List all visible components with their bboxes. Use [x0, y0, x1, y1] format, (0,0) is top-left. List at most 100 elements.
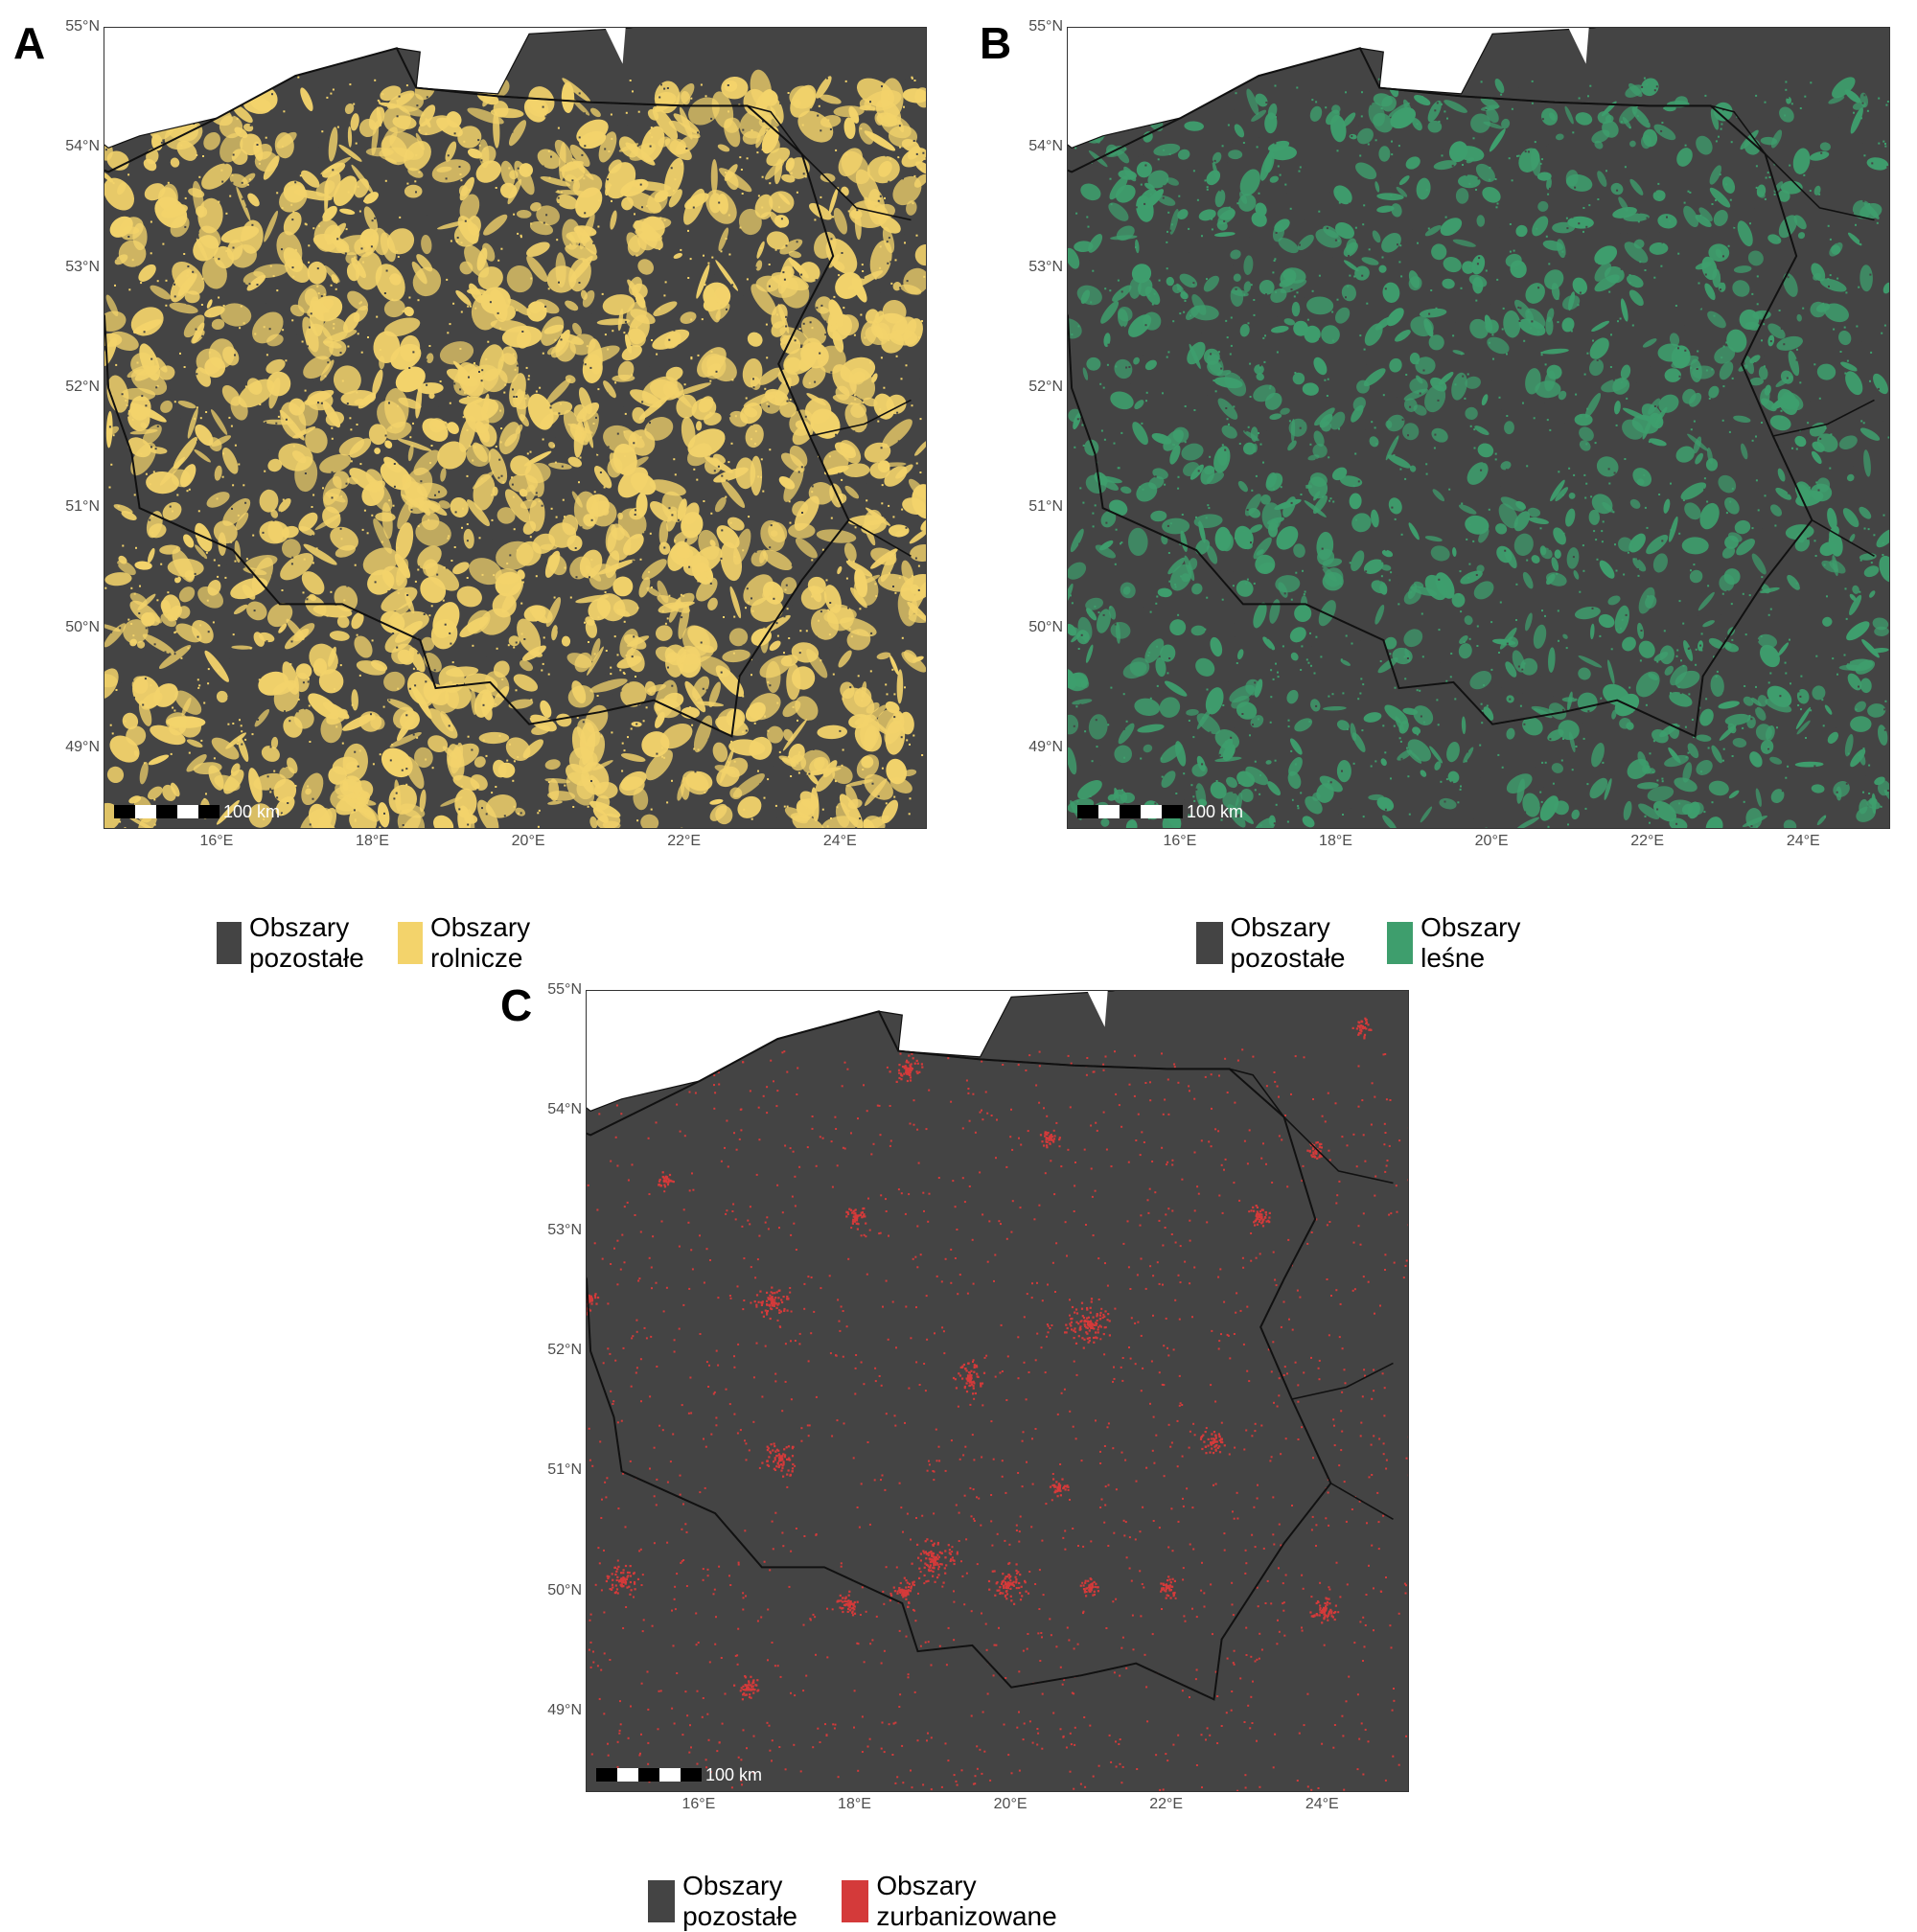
land-cover-pixel: [879, 408, 881, 410]
land-cover-pixel: [1853, 768, 1855, 770]
land-cover-pixel: [787, 806, 789, 808]
land-cover-pixel: [189, 752, 191, 754]
map-b[interactable]: 100 km: [1067, 27, 1890, 829]
land-cover-pixel: [304, 559, 306, 561]
land-cover-pixel: [162, 243, 164, 245]
land-cover-pixel: [922, 152, 924, 154]
land-cover-pixel: [187, 265, 189, 267]
land-cover-pixel: [512, 388, 514, 390]
land-cover-pixel: [426, 133, 427, 135]
land-cover-pixel: [709, 380, 711, 382]
land-cover-pixel: [131, 680, 133, 682]
land-cover-pixel: [200, 417, 202, 419]
land-cover-pixel: [550, 406, 552, 408]
land-cover-pixel: [1668, 489, 1670, 491]
land-cover-pixel: [1311, 99, 1313, 101]
land-cover-pixel: [1875, 788, 1877, 790]
land-cover-pixel: [1241, 713, 1243, 715]
land-cover-pixel: [468, 736, 470, 738]
land-cover-pixel: [565, 689, 566, 691]
land-cover-pixel: [886, 802, 888, 804]
land-cover-pixel: [698, 748, 700, 750]
land-cover-pixel: [888, 339, 889, 341]
scale-bar-segment: [177, 805, 198, 818]
land-cover-pixel: [644, 428, 646, 430]
land-cover-pixel: [213, 621, 215, 623]
land-cover-pixel: [690, 98, 692, 100]
land-cover-pixel: [145, 577, 147, 579]
land-cover-pixel: [1580, 416, 1582, 418]
land-cover-pixel: [642, 533, 644, 535]
map-a[interactable]: 100 km: [104, 27, 927, 829]
land-cover-pixel: [1434, 434, 1436, 436]
land-cover-pixel: [831, 518, 833, 519]
land-cover-pixel: [910, 681, 912, 683]
land-cover-pixel: [157, 280, 159, 282]
land-cover-pixel: [198, 510, 200, 512]
land-cover-pixel: [1623, 574, 1625, 576]
land-cover-pixel: [539, 387, 541, 389]
land-cover-pixel: [282, 814, 284, 816]
land-cover-pixel: [1807, 538, 1809, 540]
land-cover-pixel: [1464, 398, 1466, 400]
land-cover-pixel: [697, 580, 699, 582]
land-cover-pixel: [1578, 260, 1580, 262]
land-cover-pixel: [397, 405, 399, 407]
land-cover-patch: [735, 457, 755, 489]
land-cover-pixel: [1222, 599, 1224, 601]
land-cover-pixel: [1328, 696, 1329, 698]
land-cover-pixel: [651, 586, 653, 588]
land-cover-pixel: [384, 292, 386, 294]
land-cover-pixel: [1884, 701, 1886, 702]
land-cover-pixel: [1388, 339, 1390, 341]
land-cover-pixel: [545, 116, 547, 118]
land-cover-pixel: [363, 147, 365, 149]
land-cover-pixel: [1381, 575, 1383, 577]
land-cover-pixel: [203, 702, 205, 704]
land-cover-pixel: [1086, 217, 1088, 218]
land-cover-pixel: [1585, 288, 1587, 289]
land-cover-pixel: [1178, 196, 1180, 197]
land-cover-pixel: [1192, 795, 1194, 797]
land-cover-pixel: [529, 716, 531, 718]
land-cover-pixel: [1165, 507, 1166, 509]
land-cover-pixel: [797, 720, 798, 722]
land-cover-pixel: [322, 487, 324, 489]
land-cover-pixel: [583, 177, 585, 179]
land-cover-pixel: [273, 275, 275, 277]
land-cover-pixel: [622, 743, 624, 745]
land-cover-pixel: [1530, 328, 1532, 330]
lat-tick-label: 54°N: [42, 138, 100, 155]
land-cover-pixel: [295, 249, 297, 251]
land-cover-pixel: [397, 688, 399, 690]
land-cover-pixel: [1707, 585, 1709, 586]
land-cover-pixel: [125, 827, 127, 828]
land-cover-pixel: [1649, 121, 1651, 123]
land-cover-pixel: [428, 614, 430, 616]
land-cover-pixel: [298, 103, 300, 104]
land-cover-pixel: [614, 635, 616, 637]
land-cover-pixel: [222, 476, 224, 478]
land-cover-pixel: [104, 587, 106, 589]
land-cover-pixel: [739, 236, 741, 238]
land-cover-pixel: [479, 145, 481, 147]
land-cover-patch: [1215, 527, 1232, 551]
land-cover-pixel: [838, 274, 840, 276]
land-cover-pixel: [242, 212, 243, 214]
land-cover-pixel: [520, 812, 522, 814]
land-cover-pixel: [221, 181, 223, 183]
land-cover-pixel: [1658, 196, 1660, 198]
land-cover-pixel: [309, 741, 311, 743]
land-cover-pixel: [764, 716, 766, 718]
land-cover-pixel: [517, 549, 519, 551]
land-cover-pixel: [816, 540, 818, 541]
land-cover-pixel: [776, 87, 778, 89]
land-cover-pixel: [456, 241, 458, 242]
land-cover-pixel: [320, 426, 322, 428]
land-cover-pixel: [600, 735, 602, 737]
land-cover-pixel: [487, 341, 489, 343]
land-cover-pixel: [617, 433, 619, 435]
land-cover-pixel: [241, 744, 243, 746]
land-cover-pixel: [1562, 709, 1564, 711]
land-cover-pixel: [805, 416, 807, 418]
